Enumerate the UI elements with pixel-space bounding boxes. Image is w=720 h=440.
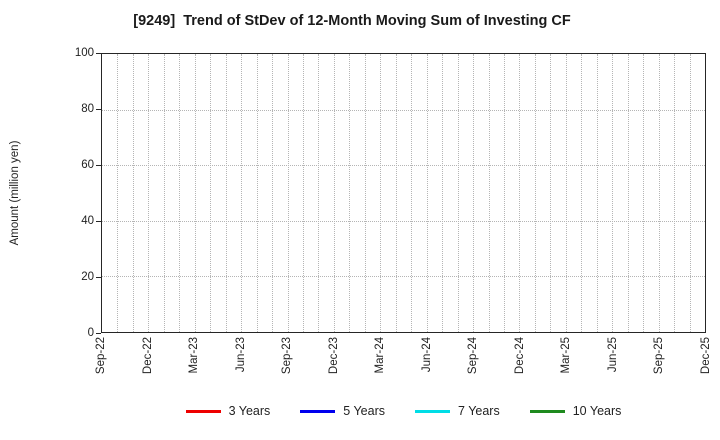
v-gridline bbox=[256, 54, 258, 332]
v-gridline bbox=[364, 54, 366, 332]
v-gridline bbox=[689, 54, 691, 332]
v-gridline bbox=[426, 54, 428, 332]
y-tick-mark bbox=[96, 277, 101, 278]
x-tick-label: Dec-24 bbox=[513, 337, 526, 375]
v-gridline bbox=[534, 54, 536, 332]
v-gridline bbox=[565, 54, 567, 332]
v-gridline bbox=[148, 54, 150, 332]
x-tick-label: Jun-23 bbox=[234, 337, 247, 373]
v-gridline bbox=[380, 54, 382, 332]
v-gridline bbox=[395, 54, 397, 332]
v-gridline bbox=[287, 54, 289, 332]
legend: 3 Years 5 Years 7 Years 10 Years bbox=[101, 402, 706, 420]
legend-item: 3 Years bbox=[185, 404, 271, 418]
y-tick-mark bbox=[96, 221, 101, 222]
y-tick-label: 60 bbox=[81, 159, 94, 171]
v-gridline bbox=[163, 54, 165, 332]
legend-label: 3 Years bbox=[228, 404, 271, 418]
v-gridline bbox=[318, 54, 320, 332]
v-gridline bbox=[225, 54, 227, 332]
v-gridline bbox=[504, 54, 505, 332]
legend-item: 10 Years bbox=[529, 404, 622, 418]
v-gridline bbox=[349, 54, 351, 332]
legend-item: 7 Years bbox=[415, 404, 500, 418]
legend-label: 5 Years bbox=[343, 404, 386, 418]
v-gridline bbox=[333, 54, 335, 332]
h-gridline bbox=[102, 109, 705, 111]
y-tick-label: 80 bbox=[81, 103, 94, 115]
x-tick-label: Dec-22 bbox=[141, 337, 154, 375]
v-gridline bbox=[674, 54, 676, 332]
v-gridline bbox=[550, 54, 552, 332]
v-gridline bbox=[210, 54, 212, 332]
y-tick-mark bbox=[96, 53, 101, 54]
legend-line-swatch bbox=[415, 409, 451, 413]
x-tick-label: Sep-25 bbox=[653, 337, 666, 375]
v-gridline bbox=[303, 54, 304, 332]
legend-item: 5 Years bbox=[300, 404, 385, 418]
x-tick-label: Dec-23 bbox=[327, 337, 340, 375]
x-tick-label: Sep-24 bbox=[467, 337, 480, 375]
legend-label: 10 Years bbox=[572, 404, 622, 418]
v-gridline bbox=[179, 54, 181, 332]
legend-line-swatch bbox=[185, 409, 221, 413]
v-gridline bbox=[519, 54, 521, 332]
v-gridline bbox=[117, 54, 119, 332]
x-tick-label: Jun-25 bbox=[606, 337, 619, 373]
y-tick-mark bbox=[96, 109, 101, 110]
v-gridline bbox=[643, 54, 645, 332]
y-tick-mark bbox=[96, 333, 101, 334]
v-gridline bbox=[473, 54, 475, 332]
x-tick-label: Dec-25 bbox=[700, 337, 712, 375]
h-gridline bbox=[102, 276, 705, 278]
x-tick-label: Mar-23 bbox=[188, 337, 201, 374]
x-tick-label: Jun-24 bbox=[420, 337, 433, 373]
plot-area bbox=[101, 53, 706, 333]
v-gridline bbox=[411, 54, 413, 332]
h-gridline bbox=[102, 165, 705, 167]
v-gridline bbox=[627, 54, 629, 332]
v-gridline bbox=[241, 54, 243, 332]
y-tick-label: 100 bbox=[74, 47, 94, 59]
y-tick-label: 0 bbox=[87, 327, 94, 339]
legend-line-swatch bbox=[300, 409, 336, 413]
v-gridline bbox=[612, 54, 614, 332]
x-tick-label: Sep-23 bbox=[281, 337, 294, 375]
v-gridline bbox=[581, 54, 583, 332]
y-axis-label: Amount (million yen) bbox=[9, 140, 21, 246]
v-gridline bbox=[488, 54, 490, 332]
y-tick-mark bbox=[96, 165, 101, 166]
chart-title: [9249] Trend of StDev of 12-Month Moving… bbox=[133, 13, 571, 29]
v-gridline bbox=[596, 54, 598, 332]
v-gridline bbox=[272, 54, 274, 332]
h-gridline bbox=[102, 220, 705, 222]
v-gridline bbox=[442, 54, 444, 332]
x-tick-label: Mar-25 bbox=[560, 337, 573, 374]
v-gridline bbox=[658, 54, 660, 332]
legend-label: 7 Years bbox=[458, 404, 500, 418]
y-tick-label: 40 bbox=[81, 215, 94, 227]
x-tick-label: Mar-24 bbox=[374, 337, 387, 374]
legend-line-swatch bbox=[529, 409, 565, 413]
y-tick-label: 20 bbox=[81, 271, 94, 283]
v-gridline bbox=[132, 54, 134, 332]
v-gridline bbox=[194, 54, 196, 332]
x-tick-label: Sep-22 bbox=[95, 337, 107, 375]
v-gridline bbox=[457, 54, 459, 332]
